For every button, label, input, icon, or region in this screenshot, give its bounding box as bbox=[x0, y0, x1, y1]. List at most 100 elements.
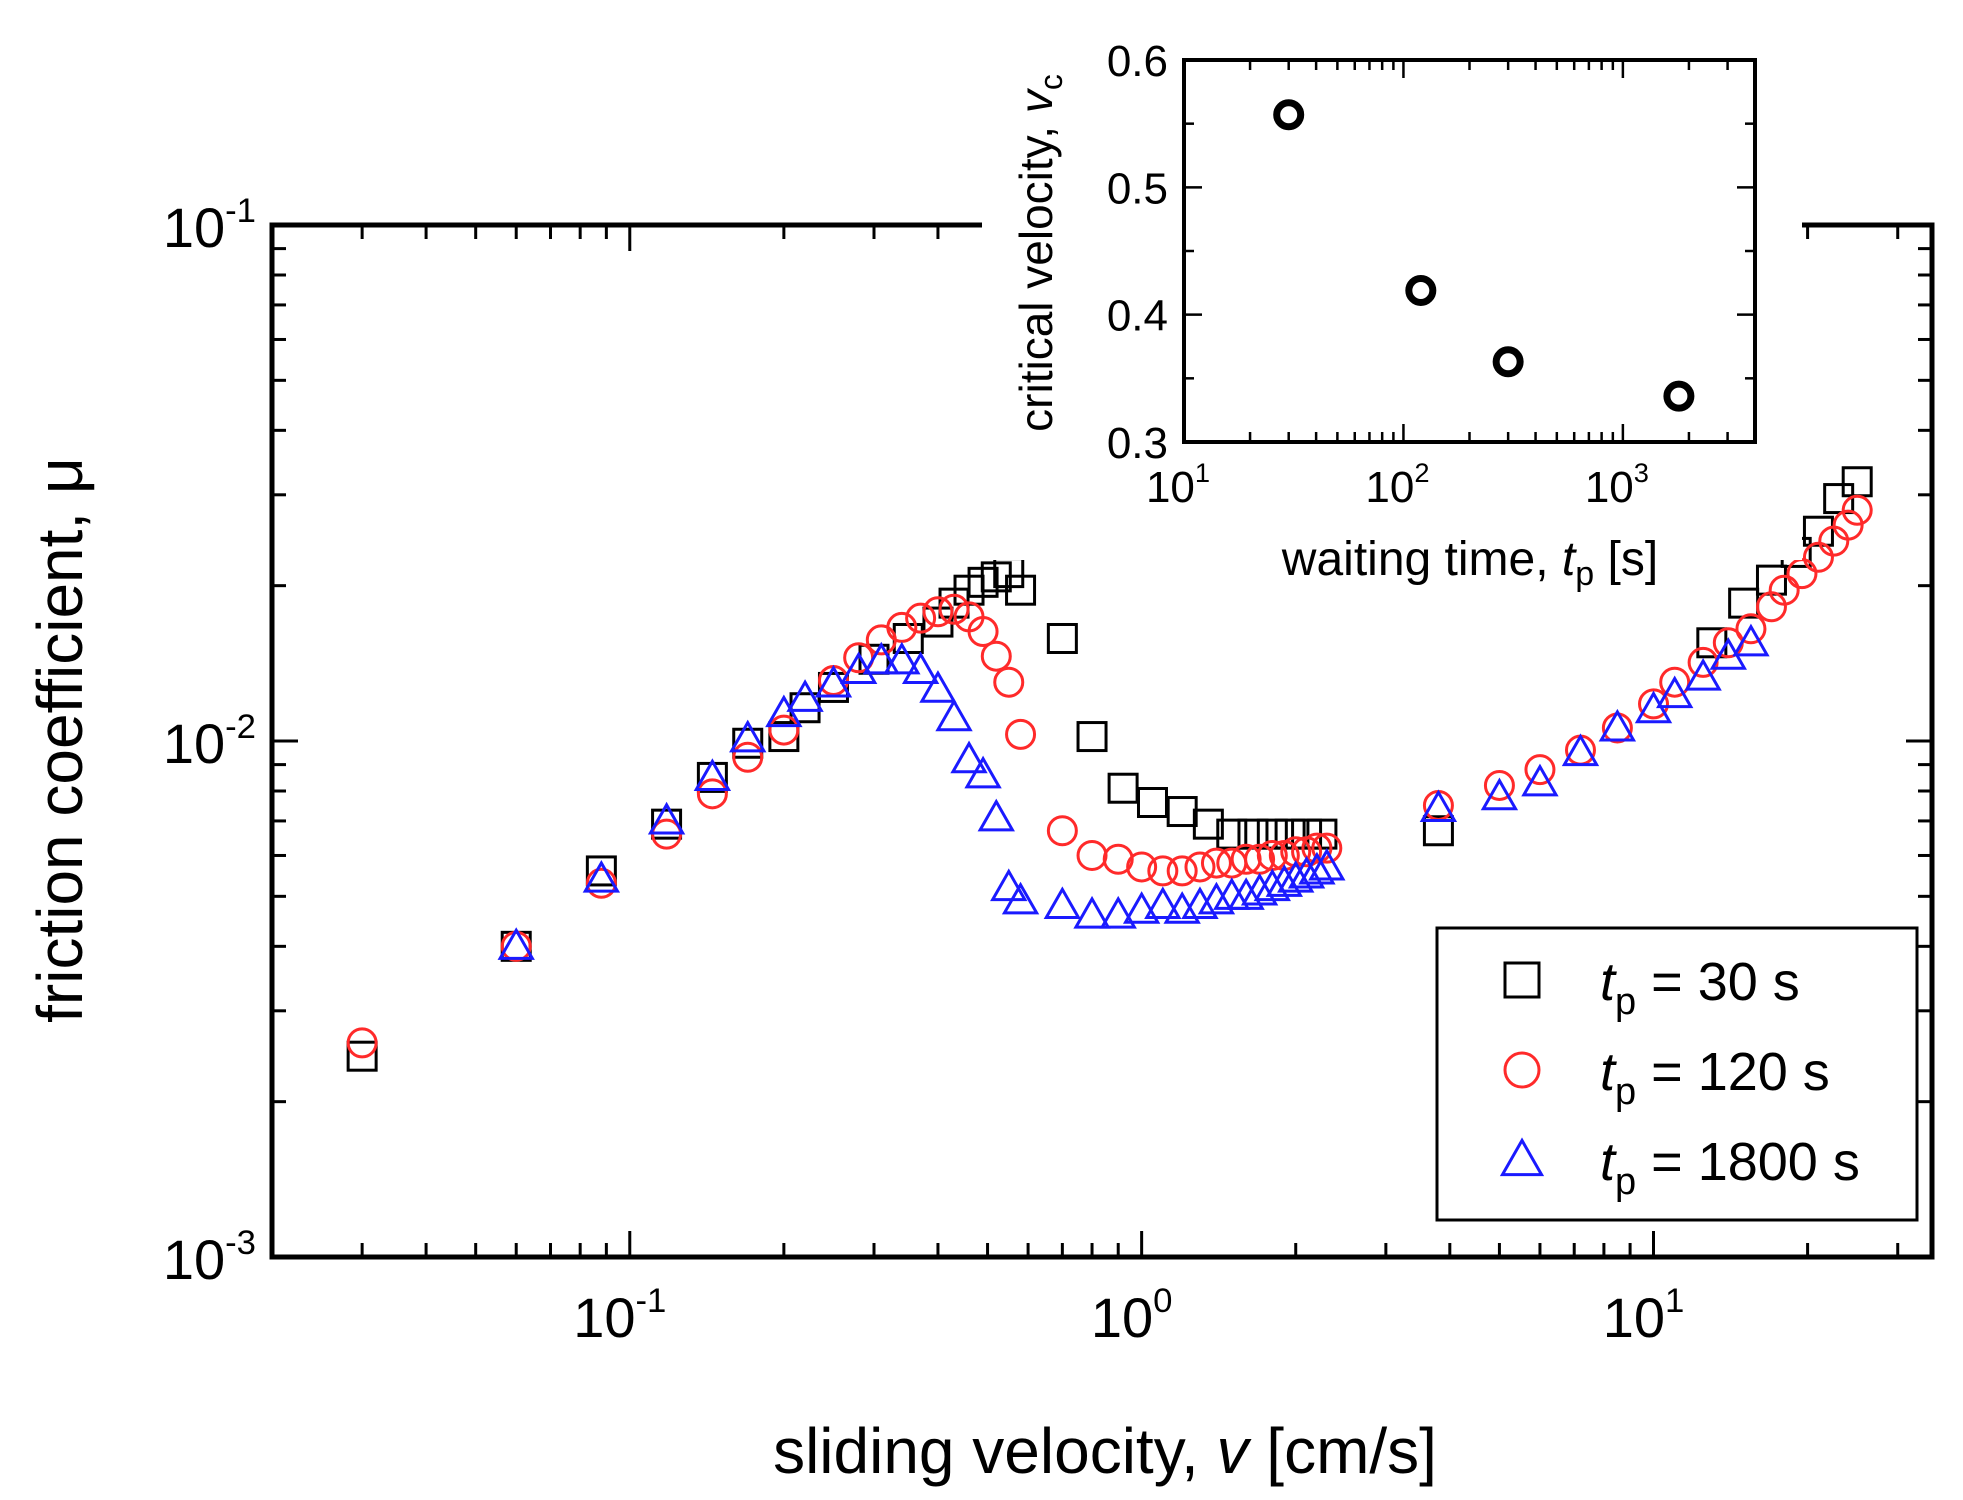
data-point-circle bbox=[1166, 855, 1198, 887]
main-x-tick-label-2-exponent: 1 bbox=[1665, 1282, 1684, 1320]
data-point-triangle bbox=[1419, 789, 1458, 823]
data-point-circle bbox=[1046, 815, 1078, 847]
data-point-triangle bbox=[647, 801, 686, 835]
main-y-tick-label-0-exponent: -3 bbox=[225, 1224, 256, 1262]
legend-label-0: tp = 30 s bbox=[1600, 952, 1800, 1023]
data-point-triangle bbox=[1099, 895, 1137, 929]
data-point-square bbox=[585, 855, 617, 887]
legend-label-var: t bbox=[1600, 952, 1617, 1012]
data-point-square bbox=[1306, 818, 1338, 850]
inset-data-point bbox=[1405, 274, 1437, 306]
data-point-circle bbox=[1102, 843, 1134, 875]
data-point-square bbox=[346, 1040, 378, 1072]
main-y-tick-label-2: 10-1 bbox=[163, 192, 256, 259]
main-y-axis-label: friction coefficient, μ bbox=[24, 457, 96, 1023]
data-point-triangle bbox=[964, 755, 1002, 789]
data-point-circle bbox=[1768, 574, 1800, 606]
main-x-tick-label-2-base: 10 bbox=[1603, 1286, 1665, 1349]
data-point-triangle bbox=[1561, 733, 1600, 767]
inset-y-tick-label-2: 0.5 bbox=[1107, 164, 1168, 213]
data-point-circle bbox=[938, 593, 970, 625]
main-y-tick-label-1: 10-2 bbox=[163, 708, 256, 775]
data-point-triangle bbox=[1298, 851, 1336, 885]
inset-y-axis-label: critical velocity, vc bbox=[1010, 74, 1069, 432]
data-point-triangle bbox=[1684, 657, 1722, 691]
main-x-tick-label-1-exponent: 0 bbox=[1153, 1282, 1172, 1320]
data-point-circle bbox=[1184, 851, 1216, 883]
inset-data-points bbox=[1273, 99, 1695, 412]
data-point-circle bbox=[1200, 847, 1232, 879]
data-point-square bbox=[1046, 622, 1078, 654]
inset-x-tick-label-2: 103 bbox=[1585, 457, 1649, 512]
data-point-square bbox=[1192, 808, 1224, 840]
data-point-triangle bbox=[1227, 877, 1265, 910]
main-x-tick-label-0-exponent: -1 bbox=[635, 1282, 666, 1320]
inset-x-tick-label-0-base: 10 bbox=[1146, 463, 1195, 512]
data-point-circle bbox=[1524, 754, 1556, 786]
legend-label-sub: p bbox=[1615, 1071, 1636, 1113]
inset-x-tick-label-2-base: 10 bbox=[1585, 463, 1634, 512]
main-x-axis-label: sliding velocity, v [cm/s] bbox=[773, 1415, 1437, 1487]
data-point-triangle bbox=[1240, 872, 1279, 906]
data-point-triangle bbox=[883, 641, 921, 675]
data-point-triangle bbox=[1073, 895, 1111, 929]
data-point-circle bbox=[346, 1027, 378, 1059]
data-point-triangle bbox=[1521, 763, 1559, 797]
data-point-circle bbox=[967, 616, 999, 648]
data-point-triangle bbox=[1197, 881, 1236, 915]
legend-marker-square bbox=[1503, 961, 1541, 999]
inset-y-tick-label-1: 0.4 bbox=[1107, 292, 1168, 341]
legend-entries: tp = 30 stp = 120 stp = 1800 s bbox=[1499, 952, 1860, 1203]
main-y-tick-label-1-base: 10 bbox=[163, 712, 225, 775]
data-point-circle bbox=[1659, 666, 1691, 698]
data-point-square bbox=[1136, 787, 1168, 819]
main-series-2 bbox=[497, 623, 1770, 960]
data-point-triangle bbox=[1480, 777, 1519, 811]
data-point-circle bbox=[980, 640, 1012, 672]
inset-background bbox=[982, 38, 1802, 560]
data-point-triangle bbox=[990, 868, 1028, 902]
inset-x-tick-label-1: 102 bbox=[1365, 457, 1429, 512]
inset-y-tick-label-0: 0.3 bbox=[1107, 419, 1168, 468]
data-point-circle bbox=[768, 714, 800, 746]
legend-label-text: = 120 s bbox=[1636, 1042, 1830, 1102]
data-point-circle bbox=[1832, 509, 1864, 541]
legend-label-var: t bbox=[1600, 1042, 1617, 1102]
data-point-triangle bbox=[1308, 847, 1346, 881]
inset-x-axis-label-pre: waiting time, bbox=[1281, 533, 1562, 586]
data-point-triangle bbox=[862, 641, 900, 675]
main-x-tick-label-0: 10-1 bbox=[573, 1282, 666, 1349]
main-x-tick-label-2: 101 bbox=[1603, 1282, 1685, 1349]
data-point-square bbox=[651, 808, 683, 840]
inset-y-tick-label-3: 0.6 bbox=[1107, 37, 1168, 86]
main-x-axis-label-post: [cm/s] bbox=[1249, 1415, 1437, 1487]
main-x-tick-label-1-base: 10 bbox=[1091, 1286, 1153, 1349]
legend-label-2: tp = 1800 s bbox=[1600, 1132, 1860, 1203]
inset-plot-frame bbox=[1182, 58, 1757, 444]
inset-y-axis-label-var: v bbox=[1010, 87, 1062, 113]
data-point-triangle bbox=[950, 740, 988, 774]
main-x-axis-label-pre: sliding velocity, bbox=[773, 1415, 1216, 1487]
data-point-triangle bbox=[1001, 881, 1040, 915]
inset-x-tick-label-0: 101 bbox=[1146, 457, 1210, 512]
inset-x-tick-label-2-exponent: 3 bbox=[1634, 457, 1649, 488]
inset-x-axis-label-sub: p bbox=[1575, 555, 1594, 593]
data-point-circle bbox=[886, 611, 918, 643]
legend-label-sub: p bbox=[1615, 1161, 1636, 1203]
legend-label-sub: p bbox=[1615, 981, 1636, 1023]
data-point-triangle bbox=[693, 758, 732, 791]
main-y-tick-label-0: 10-3 bbox=[163, 1224, 256, 1291]
data-point-circle bbox=[696, 778, 728, 810]
legend-marker-circle bbox=[1503, 1051, 1541, 1089]
data-point-triangle bbox=[935, 698, 973, 732]
data-point-triangle bbox=[1598, 708, 1637, 742]
legend-label-text: = 1800 s bbox=[1636, 1132, 1860, 1192]
data-point-circle bbox=[1311, 832, 1343, 864]
data-point-circle bbox=[1005, 718, 1037, 750]
data-point-circle bbox=[1735, 613, 1767, 645]
data-point-square bbox=[732, 727, 764, 759]
